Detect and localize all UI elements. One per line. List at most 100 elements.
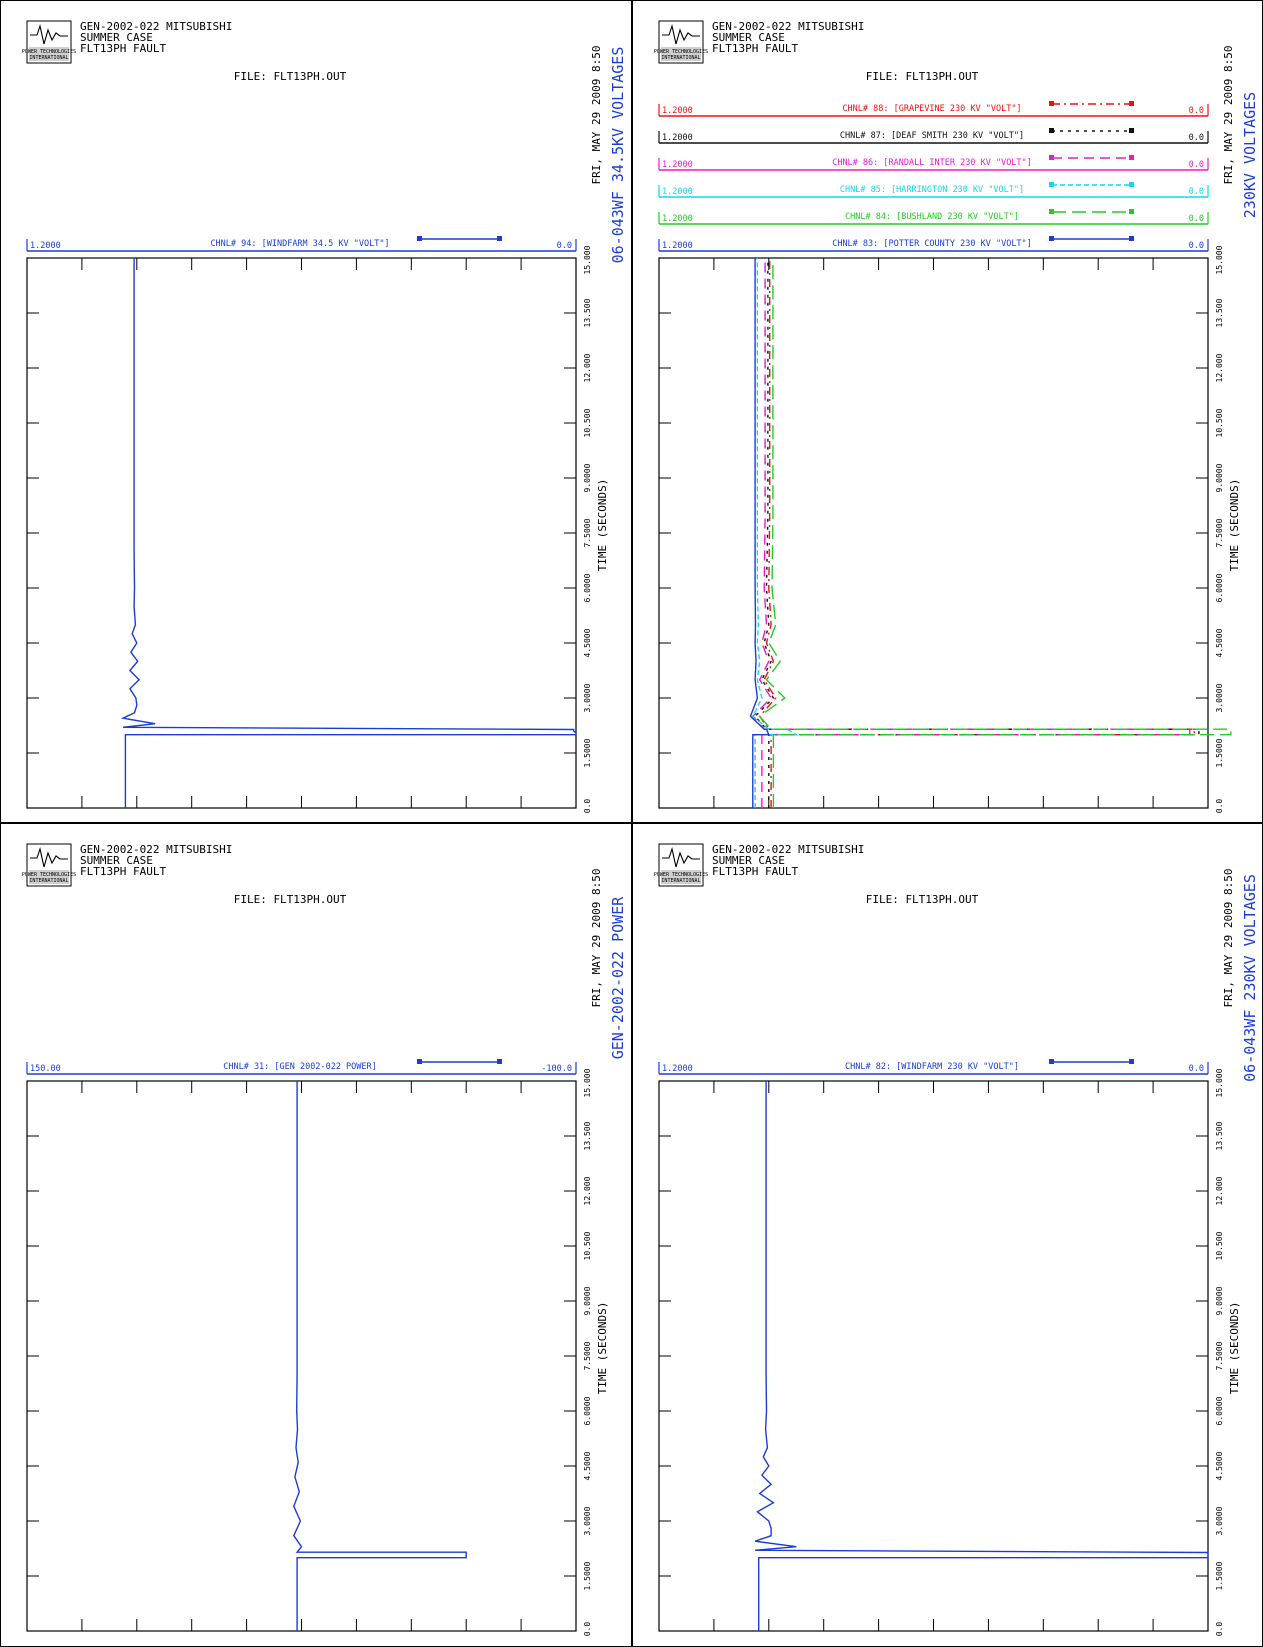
time-tick-label: 6.0000 bbox=[583, 1396, 592, 1425]
panel-border bbox=[632, 823, 1263, 1647]
plot-title: 06-043WF 34.5KV VOLTAGES bbox=[609, 47, 627, 264]
legend-ymin-label: 0.0 bbox=[1189, 106, 1204, 116]
plot-frame bbox=[658, 257, 1209, 809]
time-tick-label: 1.5000 bbox=[1215, 1561, 1224, 1590]
legend-channel-name: CHNL# 86: [RANDALL INTER 230 KV "VOLT"] bbox=[832, 158, 1032, 168]
time-tick-label: 7.5000 bbox=[1215, 518, 1224, 547]
legend-ymax-label: 1.2000 bbox=[662, 160, 693, 170]
legend-marker bbox=[1049, 236, 1054, 241]
legend-ymax-label: 150.00 bbox=[30, 1064, 61, 1074]
run-date: FRI, MAY 29 2009 8:50 bbox=[1222, 868, 1235, 1007]
plot-panel-bottom-left: POWER TECHNOLOGIES INTERNATIONAL GEN-2002-… bbox=[0, 823, 632, 1647]
time-tick-label: 6.0000 bbox=[1215, 1396, 1224, 1425]
logo-text-line-2: INTERNATIONAL bbox=[661, 878, 700, 884]
time-tick-label: 7.5000 bbox=[1215, 1341, 1224, 1370]
time-tick-label: 12.000 bbox=[1215, 353, 1224, 382]
legend-channel-name: CHNL# 94: [WINDFARM 34.5 KV "VOLT"] bbox=[210, 239, 389, 249]
series-line bbox=[292, 1081, 467, 1631]
legend-ymin-label: 0.0 bbox=[1189, 241, 1204, 251]
legend-channel-name: CHNL# 83: [POTTER COUNTY 230 KV "VOLT"] bbox=[832, 239, 1032, 249]
case-title: SUMMER CASE bbox=[80, 31, 153, 44]
series-line bbox=[754, 258, 1200, 808]
logo-text-line-1: POWER TECHNOLOGIES bbox=[654, 872, 708, 878]
legend-entry: 1.2000 0.0 CHNL# 84: [BUSHLAND 230 KV "VOL… bbox=[658, 209, 1209, 225]
series-line bbox=[751, 258, 1191, 808]
plot-title: 06-043WF 230KV VOLTAGES bbox=[1241, 874, 1259, 1082]
case-title: SUMMER CASE bbox=[80, 854, 153, 867]
time-tick-label: 1.5000 bbox=[583, 1561, 592, 1590]
legend-marker bbox=[1129, 155, 1134, 160]
logo-text-line-1: POWER TECHNOLOGIES bbox=[654, 49, 708, 55]
legend-ymax-label: 1.2000 bbox=[30, 241, 61, 251]
legend-ymax-label: 1.2000 bbox=[662, 133, 693, 143]
case-title: SUMMER CASE bbox=[712, 854, 785, 867]
legend-ymin-label: 0.0 bbox=[1189, 187, 1204, 197]
logo-text-line-2: INTERNATIONAL bbox=[29, 55, 68, 61]
legend-ymin-label: 0.0 bbox=[1189, 133, 1204, 143]
series-line bbox=[751, 258, 799, 808]
time-tick-label: 9.0000 bbox=[1215, 1286, 1224, 1315]
time-axis-label: TIME (SECONDS) bbox=[1228, 1302, 1241, 1395]
time-tick-label: 13.500 bbox=[583, 298, 592, 327]
logo-band bbox=[661, 870, 701, 884]
time-tick-label: 15.000 bbox=[583, 1068, 592, 1097]
plot-panel-top-right: POWER TECHNOLOGIES INTERNATIONAL GEN-2002-… bbox=[632, 0, 1263, 823]
legend-ymin-label: 0.0 bbox=[1189, 160, 1204, 170]
fault-title: FLT13PH FAULT bbox=[80, 42, 166, 55]
time-axis-label: TIME (SECONDS) bbox=[596, 1302, 609, 1395]
file-name: FILE: FLT13PH.OUT bbox=[234, 70, 347, 83]
legend-marker bbox=[417, 236, 422, 241]
time-tick-label: 10.500 bbox=[583, 1231, 592, 1260]
plot-frame bbox=[26, 257, 577, 809]
time-tick-label: 1.5000 bbox=[1215, 738, 1224, 767]
time-tick-label: 3.0000 bbox=[1215, 683, 1224, 712]
logo-band bbox=[29, 47, 69, 61]
time-tick-label: 12.000 bbox=[583, 353, 592, 382]
study-title: GEN-2002-022 MITSUBISHI bbox=[712, 20, 864, 33]
legend-ymax-label: 1.2000 bbox=[662, 1064, 693, 1074]
legend-marker bbox=[417, 1059, 422, 1064]
study-title: GEN-2002-022 MITSUBISHI bbox=[712, 843, 864, 856]
legend-ymax-label: 1.2000 bbox=[662, 214, 693, 224]
series-line bbox=[754, 1081, 1209, 1631]
fault-title: FLT13PH FAULT bbox=[712, 865, 798, 878]
legend-marker bbox=[1049, 1059, 1054, 1064]
legend-channel-name: CHNL# 84: [BUSHLAND 230 KV "VOLT"] bbox=[845, 212, 1019, 222]
time-tick-label: 9.0000 bbox=[583, 1286, 592, 1315]
legend-entry: 1.2000 0.0 CHNL# 88: [GRAPEVINE 230 KV "VO… bbox=[658, 101, 1209, 117]
time-tick-label: 12.000 bbox=[1215, 1176, 1224, 1205]
time-tick-label: 4.5000 bbox=[583, 628, 592, 657]
legend-ymax-label: 1.2000 bbox=[662, 187, 693, 197]
time-tick-label: 15.000 bbox=[1215, 245, 1224, 274]
time-tick-label: 7.5000 bbox=[583, 518, 592, 547]
case-title: SUMMER CASE bbox=[712, 31, 785, 44]
panel-border bbox=[0, 823, 632, 1647]
logo-text-line-1: POWER TECHNOLOGIES bbox=[22, 49, 76, 55]
logo-wave-icon bbox=[662, 23, 700, 45]
time-tick-label: 0.0 bbox=[1215, 1622, 1224, 1637]
legend-entry: 1.2000 0.0 CHNL# 83: [POTTER COUNTY 230 KV… bbox=[658, 236, 1209, 252]
time-tick-label: 0.0 bbox=[583, 1622, 592, 1637]
logo-band bbox=[29, 870, 69, 884]
legend-entry: 1.2000 0.0 CHNL# 82: [WINDFARM 230 KV "VOL… bbox=[658, 1059, 1209, 1075]
run-date: FRI, MAY 29 2009 8:50 bbox=[590, 868, 603, 1007]
time-tick-label: 1.5000 bbox=[583, 738, 592, 767]
run-date: FRI, MAY 29 2009 8:50 bbox=[1222, 45, 1235, 184]
logo-text-line-2: INTERNATIONAL bbox=[661, 55, 700, 61]
time-axis-label: TIME (SECONDS) bbox=[1228, 479, 1241, 572]
logo-band bbox=[661, 47, 701, 61]
legend-marker bbox=[1129, 1059, 1134, 1064]
file-name: FILE: FLT13PH.OUT bbox=[866, 70, 979, 83]
fault-title: FLT13PH FAULT bbox=[712, 42, 798, 55]
series-line bbox=[749, 258, 770, 808]
legend-entry: 1.2000 0.0 CHNL# 94: [WINDFARM 34.5 KV "VO… bbox=[26, 236, 577, 252]
legend-channel-name: CHNL# 82: [WINDFARM 230 KV "VOLT"] bbox=[845, 1062, 1019, 1072]
panel-border bbox=[632, 0, 1263, 823]
series-line bbox=[758, 258, 1232, 808]
